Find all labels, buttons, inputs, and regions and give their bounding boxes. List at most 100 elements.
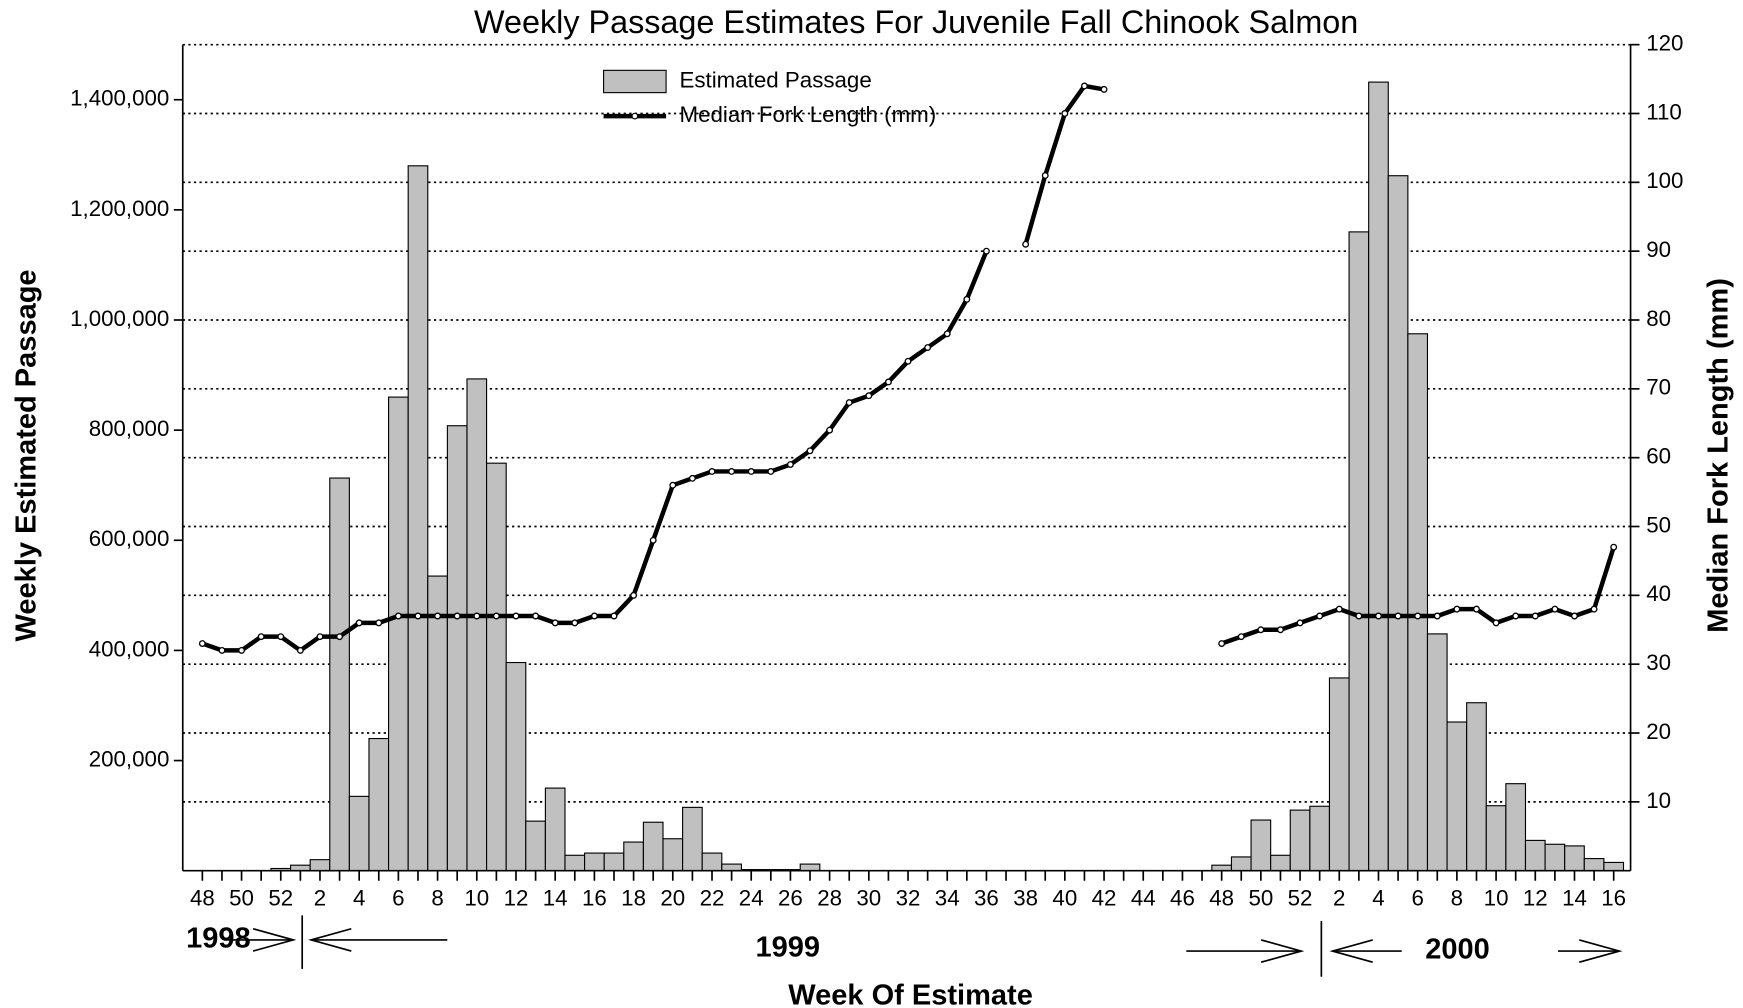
x-tick-label: 4 (1372, 886, 1384, 911)
bar (427, 575, 448, 872)
y-tick-label: 1,200,000 (70, 196, 169, 221)
year-label: 1998 (186, 923, 251, 955)
point (845, 399, 853, 407)
bar (642, 821, 664, 872)
point (394, 612, 402, 620)
bar (662, 838, 684, 872)
point (257, 633, 265, 641)
point (728, 467, 736, 475)
y-tick-label: 1,000,000 (70, 306, 169, 331)
y2-tick-label: 30 (1646, 650, 1671, 675)
bar (1387, 175, 1409, 872)
point (943, 330, 951, 338)
bar (584, 852, 605, 872)
y2-tick-label: 60 (1646, 444, 1671, 469)
x-tick-label: 36 (974, 886, 999, 911)
x-tick-label: 26 (778, 886, 803, 911)
point (649, 536, 657, 544)
point (316, 633, 324, 641)
x-tick-label: 10 (464, 886, 489, 911)
y-tick-label: 200,000 (89, 746, 170, 771)
x-tick-label: 8 (431, 886, 443, 911)
bar (505, 661, 527, 872)
x-tick-label: 8 (1451, 886, 1463, 911)
x-tick-label: 48 (1209, 886, 1234, 911)
point (688, 474, 696, 482)
point (571, 619, 579, 627)
legend-swatch (631, 112, 639, 120)
point (473, 612, 481, 620)
y2-tick-label: 110 (1646, 99, 1682, 124)
y2-tick-label: 120 (1646, 31, 1683, 56)
point (532, 612, 540, 620)
bar (682, 806, 703, 872)
point (1237, 633, 1245, 641)
x-tick-label: 18 (621, 886, 646, 911)
x-tick-label: 44 (1131, 886, 1156, 911)
y2-tick-label: 90 (1646, 237, 1671, 262)
bar (1328, 677, 1350, 872)
point (963, 295, 971, 303)
point (414, 612, 422, 620)
y2-tick-label: 70 (1646, 375, 1671, 400)
bar (407, 165, 429, 872)
bar (564, 854, 586, 872)
point (512, 612, 520, 620)
y-axis-title: Weekly Estimated Passage (10, 269, 42, 641)
x-tick-label: 6 (392, 886, 404, 911)
point (1492, 619, 1500, 627)
bar (525, 820, 546, 872)
bar (466, 378, 488, 872)
point (786, 461, 794, 469)
bar (623, 841, 644, 872)
bar (446, 425, 468, 872)
point (884, 378, 892, 386)
point (590, 612, 598, 620)
x-tick-label: 22 (700, 886, 725, 911)
x-tick-label: 16 (582, 886, 607, 911)
y2-tick-label: 40 (1646, 581, 1671, 606)
bar (1289, 809, 1311, 872)
point (1218, 640, 1226, 647)
legend-swatch (603, 69, 667, 94)
y-tick-label: 800,000 (89, 416, 170, 441)
bar (544, 787, 566, 872)
x-tick-label: 10 (1484, 886, 1509, 911)
line (201, 250, 989, 654)
point (453, 612, 461, 620)
point (1061, 110, 1069, 117)
point (669, 481, 677, 489)
point (355, 619, 363, 627)
bar (1270, 854, 1291, 872)
x-tick-label: 30 (856, 886, 881, 911)
x-tick-label: 16 (1601, 886, 1626, 911)
x-tick-label: 14 (1562, 886, 1587, 911)
x-tick-label: 32 (896, 886, 921, 911)
legend-label: Estimated Passage (680, 67, 872, 92)
point (551, 619, 559, 627)
y2-tick-label: 50 (1646, 512, 1671, 537)
x-tick-label: 42 (1092, 886, 1117, 911)
bar (701, 852, 723, 872)
x-tick-label: 12 (504, 886, 529, 911)
point (865, 392, 873, 400)
point (806, 447, 814, 455)
point (375, 619, 383, 627)
bar (1348, 231, 1370, 872)
x-tick-label: 38 (1013, 886, 1038, 911)
x-tick-label: 6 (1411, 886, 1423, 911)
bar (1583, 858, 1605, 872)
point (1414, 612, 1422, 620)
bar (721, 863, 742, 872)
bar (1407, 333, 1429, 872)
bar (486, 462, 507, 872)
bar (1505, 783, 1527, 872)
point (610, 612, 618, 620)
x-tick-label: 4 (353, 886, 365, 911)
point (1512, 612, 1520, 620)
point (1335, 605, 1343, 613)
point (492, 612, 500, 620)
bar (1485, 805, 1507, 872)
point (767, 467, 775, 475)
